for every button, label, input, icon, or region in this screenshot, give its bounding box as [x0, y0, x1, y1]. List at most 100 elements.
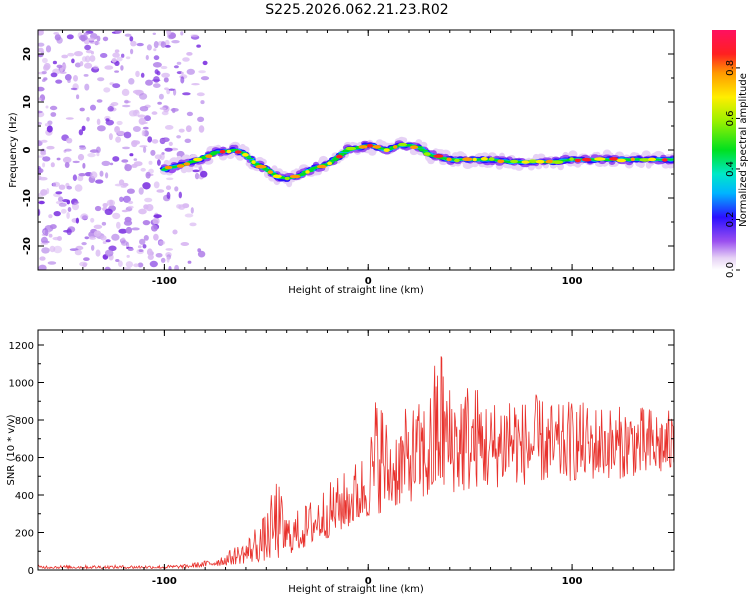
noise-blob: [94, 41, 101, 45]
noise-blob: [45, 45, 52, 53]
noise-blob: [96, 99, 103, 103]
noise-blob: [127, 205, 134, 209]
noise-blob: [73, 75, 78, 82]
noise-blob: [154, 154, 162, 160]
noise-blob: [165, 185, 172, 190]
noise-blob: [133, 158, 138, 161]
noise-blob: [137, 114, 146, 118]
colorbar-tick-label: 0.6: [725, 110, 736, 126]
noise-blob: [160, 41, 166, 48]
noise-blob: [84, 55, 91, 63]
noise-blob: [163, 77, 169, 83]
noise-blob: [115, 136, 121, 143]
noise-blob: [152, 32, 156, 35]
noise-blob: [105, 249, 114, 257]
noise-blob: [102, 241, 107, 244]
noise-blob: [50, 72, 58, 78]
noise-blob: [164, 147, 173, 152]
noise-blob: [152, 217, 160, 225]
noise-blob: [112, 52, 120, 58]
noise-blob: [125, 56, 131, 60]
noise-blob: [142, 220, 151, 226]
noise-blob: [78, 173, 86, 177]
noise-blob: [116, 120, 123, 126]
noise-blob: [74, 51, 83, 57]
noise-blob: [196, 92, 205, 97]
ridge-peak: [551, 160, 564, 164]
noise-blob: [46, 145, 55, 150]
noise-blob: [157, 159, 161, 166]
noise-blob: [116, 56, 123, 62]
noise-blob: [151, 111, 158, 115]
noise-blob: [56, 64, 63, 69]
noise-blob: [140, 167, 146, 172]
noise-blob: [86, 117, 90, 122]
noise-blob: [96, 118, 101, 126]
noise-blob: [40, 242, 49, 246]
noise-blob: [164, 39, 170, 47]
noise-blob: [186, 68, 195, 75]
noise-blob: [102, 203, 108, 208]
noise-blob: [124, 99, 129, 104]
noise-blob: [168, 88, 175, 91]
ridge-peak: [335, 154, 343, 159]
noise-blob: [103, 87, 111, 93]
noise-blob: [42, 57, 48, 64]
noise-blob: [89, 55, 96, 62]
ridge-segment: [418, 149, 429, 152]
noise-blob: [108, 133, 113, 141]
noise-blob: [90, 171, 98, 179]
noise-blob: [157, 101, 162, 105]
noise-blob: [82, 262, 87, 268]
x-tick-label: -100: [152, 576, 177, 587]
noise-blob: [117, 130, 126, 136]
noise-blob: [133, 161, 143, 167]
noise-blob: [153, 41, 159, 49]
noise-blob: [38, 155, 45, 158]
noise-blob: [121, 159, 129, 163]
x-tick-label: 100: [562, 276, 583, 287]
noise-blob: [146, 248, 153, 256]
noise-blob: [158, 240, 166, 246]
y-tick-label: -20: [22, 237, 33, 255]
noise-blob: [145, 171, 151, 179]
noise-blob: [49, 224, 57, 230]
noise-blob: [197, 250, 206, 258]
noise-blob: [143, 204, 149, 210]
noise-blob: [172, 229, 178, 235]
ridge-peak: [423, 152, 431, 156]
noise-blob: [112, 83, 121, 89]
noise-blob: [84, 83, 90, 91]
noise-blob: [131, 227, 140, 231]
noise-blob: [80, 35, 86, 42]
noise-blob: [62, 63, 67, 70]
noise-blob: [128, 200, 134, 205]
noise-blob: [79, 146, 87, 150]
noise-blob: [124, 164, 132, 172]
noise-blob: [184, 138, 192, 143]
noise-blob: [71, 58, 75, 64]
noise-blob: [93, 224, 103, 229]
noise-blob: [72, 174, 77, 181]
noise-blob: [146, 44, 152, 51]
y-tick-label: 20: [22, 47, 33, 61]
ridge-peak: [305, 170, 310, 174]
noise-blob: [62, 156, 72, 164]
ridge-peak: [267, 170, 273, 174]
noise-blob: [164, 45, 171, 48]
x-tick-label: 0: [365, 276, 372, 287]
noise-blob: [50, 162, 55, 168]
noise-blob: [88, 37, 95, 41]
noise-blob: [118, 179, 125, 186]
noise-blob: [62, 199, 69, 203]
ridge-segment: [262, 168, 272, 171]
noise-blob: [115, 259, 120, 262]
spectrogram-ridge-layer: [159, 136, 674, 188]
noise-blob: [56, 157, 61, 161]
noise-blob: [82, 162, 86, 169]
noise-blob: [110, 102, 119, 106]
noise-blob: [153, 55, 160, 61]
noise-blob: [198, 125, 205, 133]
noise-blob: [153, 181, 160, 189]
noise-blob: [178, 128, 185, 133]
